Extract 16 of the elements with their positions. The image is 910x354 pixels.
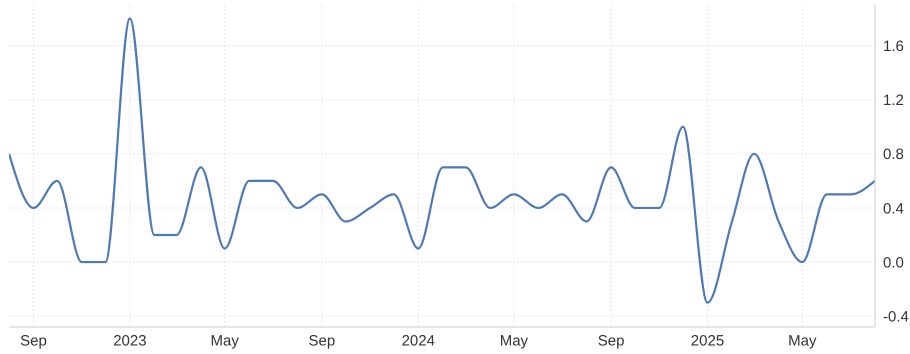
x-tick-label: 2023 xyxy=(113,332,147,350)
x-tick-label: 2025 xyxy=(690,332,724,350)
x-tick-label: 2024 xyxy=(402,332,435,350)
y-tick-label: 0.0 xyxy=(883,254,904,272)
x-tick-label: Sep xyxy=(598,332,624,350)
y-tick-label: 1.2 xyxy=(883,92,904,110)
y-tick-label: -0.4 xyxy=(883,308,909,326)
y-tick-label: 0.8 xyxy=(883,146,904,164)
x-tick-label: May xyxy=(210,332,240,350)
x-tick-label: May xyxy=(788,332,817,350)
x-tick-label: Sep xyxy=(308,332,336,350)
y-tick-label: 0.4 xyxy=(883,200,904,218)
x-tick-label: Sep xyxy=(20,332,47,350)
x-tick-label: May xyxy=(500,332,529,350)
line-series xyxy=(9,17,875,304)
y-tick-label: 1.6 xyxy=(883,38,904,55)
